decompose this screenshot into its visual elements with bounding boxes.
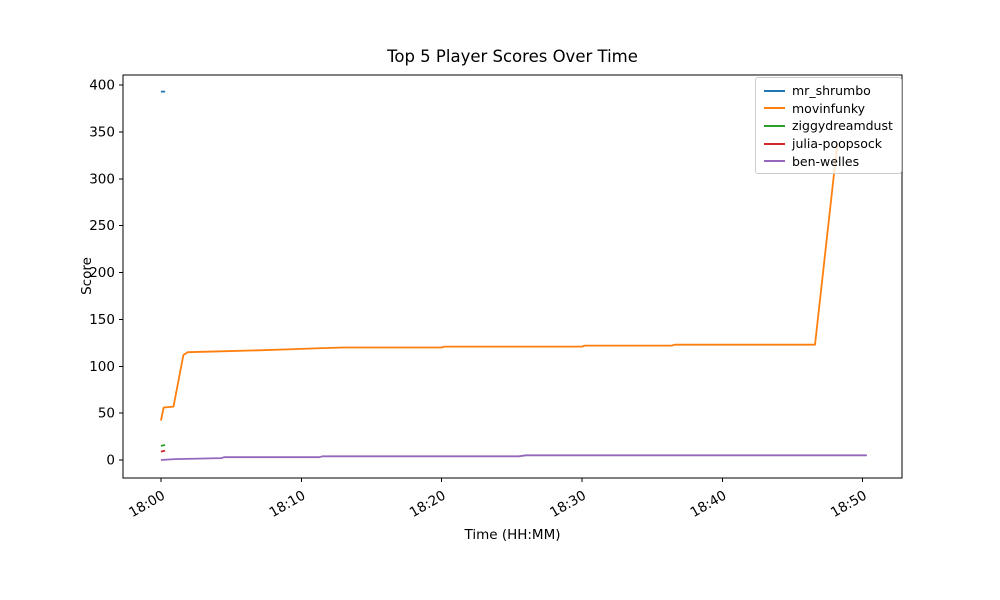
y-axis-label: Score <box>79 257 95 295</box>
x-tick-label: 18:10 <box>267 488 309 521</box>
legend-label: ben-welles <box>792 153 860 169</box>
x-tick-label: 18:40 <box>688 488 730 521</box>
legend-label: ziggydreamdust <box>792 118 893 134</box>
y-tick-label: 100 <box>89 359 115 375</box>
legend-swatch-julia-poopsock <box>764 142 785 145</box>
x-tick-label: 18:30 <box>547 488 589 521</box>
legend-item-mr_shrumbo: mr_shrumbo <box>764 82 893 100</box>
y-tick-label: 150 <box>89 312 115 328</box>
y-tick-label: 350 <box>89 124 115 140</box>
x-tick-label: 18:20 <box>407 488 449 521</box>
legend-swatch-movinfunky <box>764 107 785 110</box>
legend-item-movinfunky: movinfunky <box>764 100 893 118</box>
chart-title: Top 5 Player Scores Over Time <box>387 47 638 66</box>
y-tick-label: 200 <box>89 265 115 281</box>
legend: mr_shrumbo movinfunky ziggydreamdust julia-… <box>755 77 902 174</box>
series-line-julia-poopsock <box>160 449 166 453</box>
legend-label: movinfunky <box>792 100 866 116</box>
legend-item-ben-welles: ben-welles <box>764 152 893 170</box>
y-tick-label: 300 <box>89 171 115 187</box>
legend-item-ziggydreamdust: ziggydreamdust <box>764 117 893 135</box>
legend-item-julia-poopsock: julia-poopsock <box>764 135 893 153</box>
plot-border <box>122 74 903 479</box>
y-tick-label: 250 <box>89 218 115 234</box>
x-tick-label: 18:50 <box>828 488 870 521</box>
series-line-ziggydreamdust <box>160 444 166 447</box>
legend-swatch-ben-welles <box>764 160 785 163</box>
x-tick-label: 18:00 <box>126 488 168 521</box>
legend-swatch-ziggydreamdust <box>764 124 785 127</box>
x-axis-label: Time (HH:MM) <box>464 527 561 543</box>
y-tick-label: 400 <box>89 78 115 94</box>
y-tick-label: 0 <box>106 453 115 469</box>
series-line-movinfunky <box>160 143 839 421</box>
series-line-ben-welles <box>160 454 867 461</box>
y-tick-label: 50 <box>98 406 115 422</box>
legend-label: mr_shrumbo <box>792 83 871 99</box>
legend-swatch-mr_shrumbo <box>764 89 785 92</box>
legend-label: julia-poopsock <box>792 136 882 152</box>
